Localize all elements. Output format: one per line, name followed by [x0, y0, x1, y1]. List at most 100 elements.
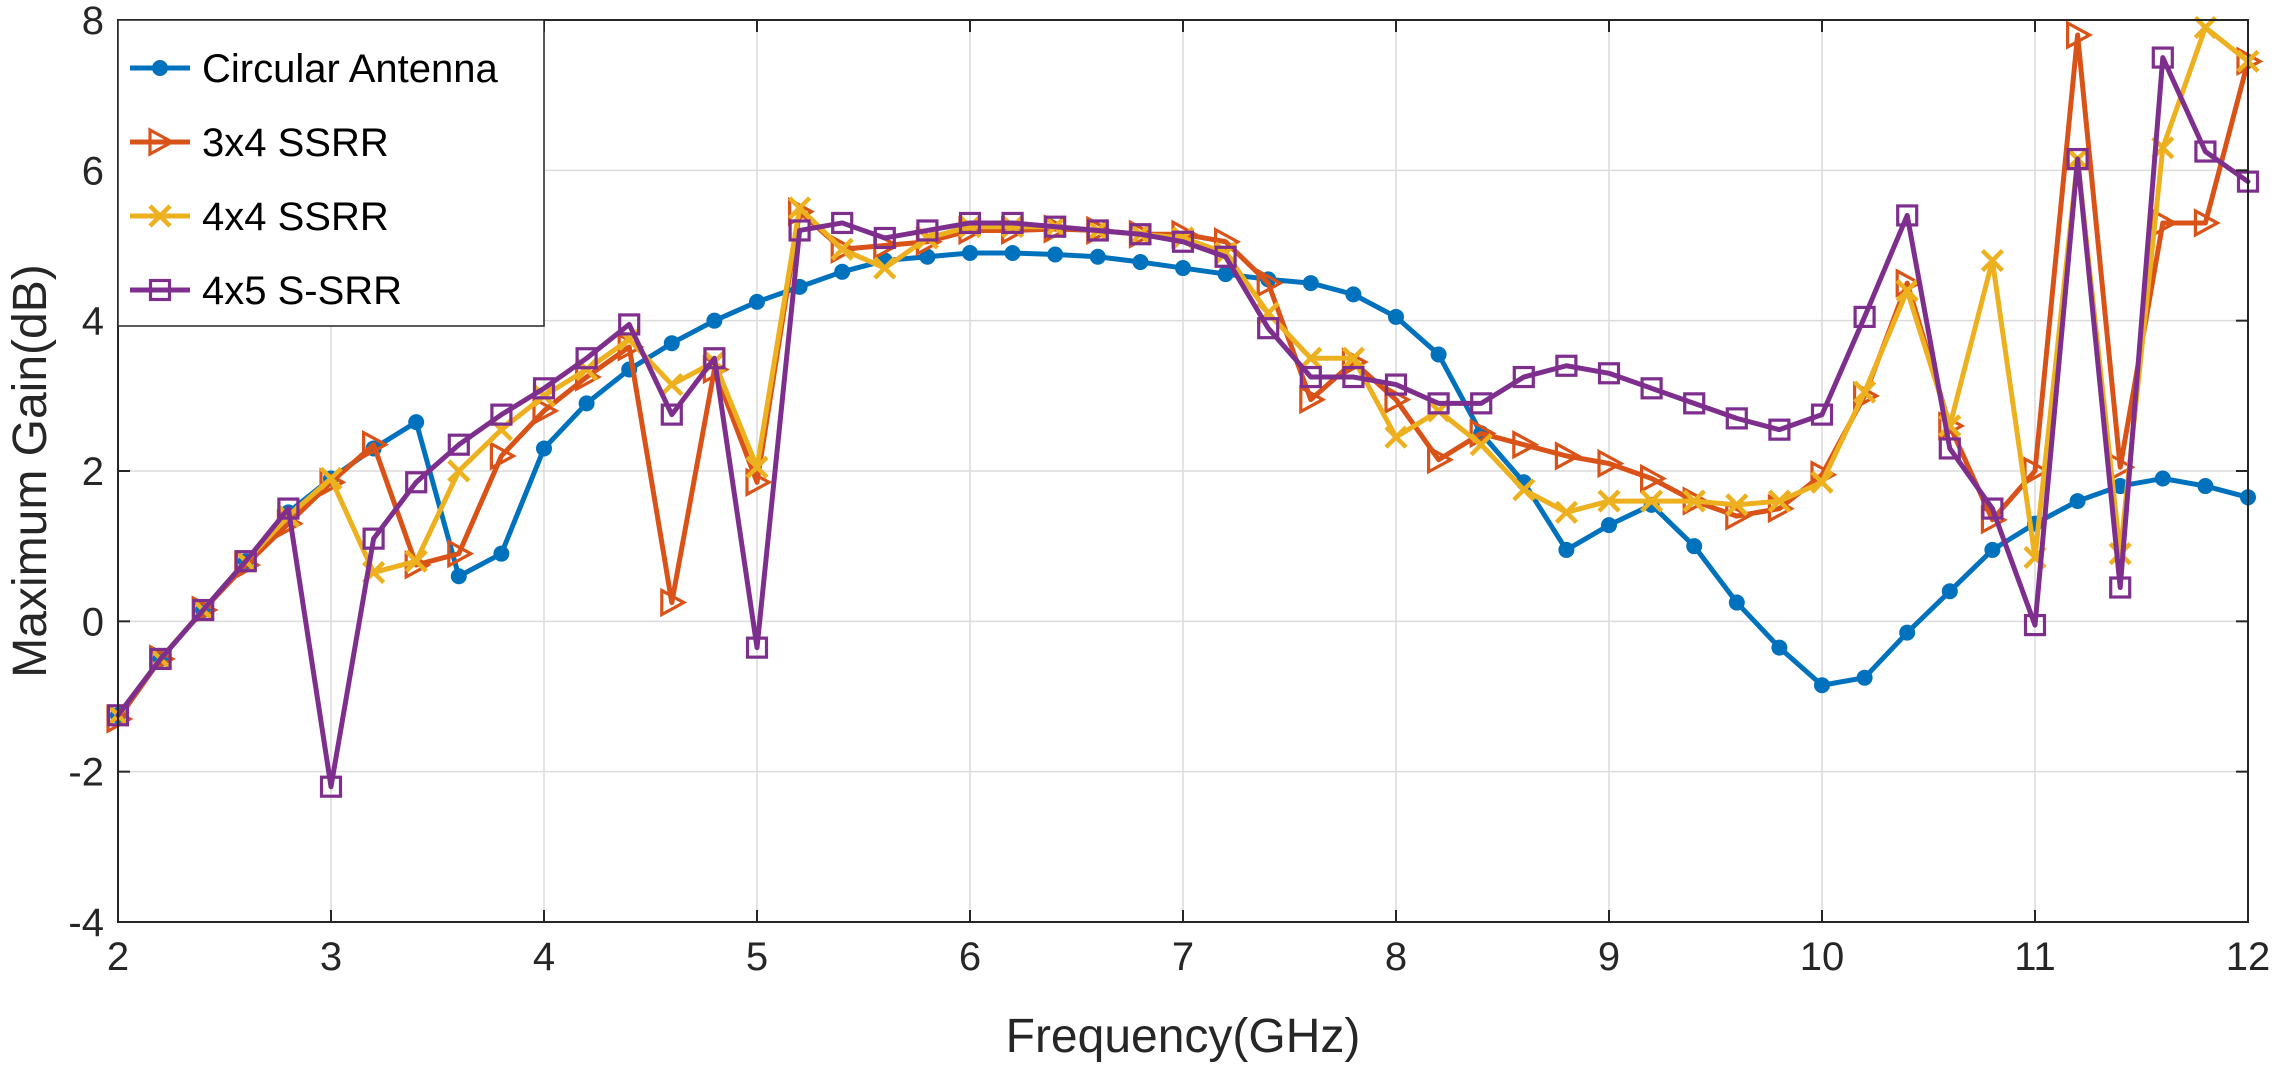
data-point	[1175, 260, 1191, 277]
data-point	[1554, 500, 1578, 524]
data-point	[575, 347, 598, 370]
x-tick-label: 5	[746, 935, 768, 979]
y-axis-label: Maximum Gain(dB)	[4, 264, 57, 677]
series-circular-antenna	[110, 245, 2256, 724]
y-tick-label: 2	[82, 450, 104, 494]
legend-box	[117, 19, 545, 327]
legend-marker	[148, 204, 172, 228]
data-point	[703, 347, 726, 370]
data-point	[1299, 365, 1322, 389]
data-point	[1047, 246, 1064, 263]
data-point	[1341, 346, 1365, 370]
data-point	[2194, 140, 2217, 163]
data-point	[1725, 407, 1748, 430]
data-point	[834, 263, 851, 280]
data-point	[2066, 20, 2093, 50]
data-point	[830, 234, 858, 264]
x-tick-label: 4	[533, 935, 555, 979]
data-point	[405, 471, 428, 494]
data-point	[1342, 365, 1365, 389]
data-point	[1853, 380, 1877, 404]
data-point	[745, 455, 769, 479]
data-point	[873, 226, 896, 250]
data-point	[1171, 230, 1195, 253]
data-point	[1768, 418, 1791, 441]
data-point	[1980, 248, 2004, 273]
data-point	[578, 395, 595, 412]
data-point	[234, 550, 257, 573]
data-point	[532, 384, 556, 408]
data-point	[958, 211, 982, 235]
data-point	[362, 527, 385, 550]
legend: Circular Antenna 3x4 SSRR 4x4 SSRR 4x5 S-SR…	[117, 19, 545, 327]
data-point	[532, 377, 556, 400]
data-point	[1257, 317, 1280, 340]
data-point	[1640, 489, 1664, 513]
legend-marker	[148, 127, 176, 157]
data-point	[1771, 639, 1788, 656]
data-point	[1132, 254, 1149, 271]
data-point	[277, 497, 300, 520]
data-point	[1470, 392, 1493, 415]
data-point	[362, 429, 389, 460]
series-layer	[106, 15, 2264, 798]
data-point	[1512, 429, 1540, 460]
data-point	[536, 440, 552, 457]
data-point	[1938, 437, 1961, 460]
x-tick-label: 11	[2014, 935, 2056, 979]
data-point	[831, 211, 854, 235]
data-point	[1558, 541, 1575, 558]
data-point	[2108, 542, 2132, 566]
data-point	[873, 256, 897, 280]
data-point	[745, 636, 769, 659]
data-point	[1856, 669, 1873, 686]
legend-label: 3x4 SSRR	[202, 121, 389, 165]
data-point	[788, 219, 811, 242]
data-point	[1555, 354, 1578, 377]
x-tick-label: 10	[1800, 935, 1845, 979]
x-tick-label: 3	[320, 935, 342, 979]
data-point	[408, 414, 425, 431]
data-point	[1597, 448, 1625, 479]
data-point	[1086, 219, 1109, 242]
x-tick-label: 2	[107, 935, 129, 979]
data-point	[319, 775, 343, 798]
data-point	[1725, 501, 1753, 531]
data-point	[660, 403, 683, 426]
data-point	[1941, 583, 1958, 600]
y-tick-label: -2	[68, 751, 104, 795]
data-point	[2023, 613, 2047, 637]
y-tick-label: 4	[82, 300, 104, 344]
data-point	[404, 549, 428, 573]
data-point	[1384, 425, 1408, 449]
legend-label: Circular Antenna	[202, 47, 498, 91]
data-point	[1004, 245, 1021, 262]
legend-marker	[148, 278, 172, 302]
data-point	[2193, 208, 2221, 238]
x-tick-label: 12	[2226, 935, 2271, 979]
data-point	[1129, 223, 1152, 246]
data-point	[447, 459, 471, 483]
y-tick-label: -4	[68, 901, 104, 945]
data-point	[1388, 308, 1404, 325]
data-point	[1601, 517, 1617, 534]
data-point	[1810, 470, 1834, 494]
data-point	[2069, 493, 2086, 510]
data-point	[1001, 211, 1024, 235]
data-point	[2154, 470, 2171, 487]
data-point	[663, 335, 680, 352]
data-point	[962, 245, 978, 262]
y-tick-label: 6	[82, 149, 104, 193]
data-point	[1895, 279, 1919, 303]
data-point	[1512, 478, 1536, 502]
data-point	[1345, 286, 1362, 303]
data-point	[1430, 346, 1447, 363]
data-point	[1597, 362, 1621, 385]
legend-label: 4x5 S-SRR	[202, 269, 402, 313]
data-point	[1981, 497, 2004, 520]
legend-item: Circular Antenna	[130, 47, 498, 91]
data-point	[1725, 493, 1749, 517]
data-point	[1639, 463, 1667, 494]
data-point	[1214, 245, 1237, 268]
data-point	[447, 538, 475, 569]
